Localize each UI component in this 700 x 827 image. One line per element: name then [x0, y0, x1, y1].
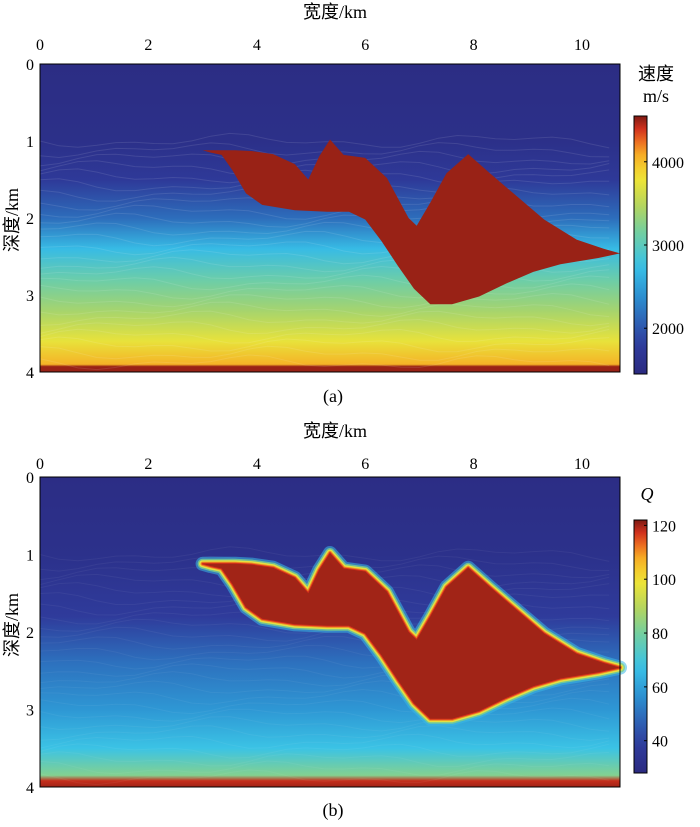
panel-a-x-tick-label: 8 [470, 37, 478, 54]
panel-a-caption: (a) [323, 386, 343, 407]
panel-a-x-tick-label: 0 [36, 37, 44, 54]
panel-b-plot [39, 476, 627, 788]
panel-a-layer-line [39, 345, 610, 361]
panel-a-layer-line [39, 274, 610, 291]
panel-a-layer-line [39, 132, 610, 149]
panel-b-xlabel: 宽度/km [303, 421, 367, 441]
panel-a-y-tick-label: 2 [26, 211, 34, 228]
panel-b-y-tick-label: 3 [26, 703, 34, 720]
panel-a-y-tick-label: 4 [26, 365, 34, 382]
panel-b-layer-line [39, 725, 610, 741]
panel-a-colorbar-unit: m/s [643, 86, 669, 106]
panel-a-layer-line [39, 354, 610, 371]
panel-b: 宽度/km 0 2 4 6 8 10 0 1 2 3 4 深度/km 40 60 80 100 120 Q… [2, 421, 676, 821]
panel-b-layer-line [39, 760, 610, 776]
panel-a-colorbar: 2000 3000 4000 [633, 115, 684, 375]
panel-a-plot [39, 63, 621, 373]
panel-a-layer-line [39, 310, 610, 327]
panel-b-y-tick-label: 4 [26, 780, 34, 797]
panel-b-colorbar-tick-label: 100 [652, 572, 676, 589]
panel-a-xlabel: 宽度/km [303, 2, 367, 22]
panel-a-x-tick-label: 4 [253, 37, 261, 54]
panel-a-layer-line [39, 301, 610, 318]
panel-b-salt-body [202, 553, 620, 719]
panel-b-colorbar-scale [633, 519, 648, 774]
panel-b-layer-line [39, 697, 610, 715]
panel-b-frame [39, 476, 621, 788]
panel-b-layer-line [39, 743, 610, 759]
panel-b-x-tick-label: 2 [144, 456, 152, 473]
panel-a-salt-body [202, 139, 620, 305]
panel-b-x-tick-label: 4 [253, 456, 261, 473]
panel-a-layer-line [39, 283, 610, 300]
panel-b-colorbar-tick-label: 40 [652, 734, 668, 751]
panel-b-colorbar-tick-label: 80 [652, 626, 668, 643]
panel-b-layer-line [39, 733, 610, 749]
panel-b-layer-line [39, 751, 610, 768]
panel-b-layer-line [39, 769, 610, 786]
panel-a: 宽度/km 0 2 4 6 8 10 0 1 2 3 4 深度/km 2000 3000 4000 速… [2, 2, 684, 407]
panel-a-y-tick-label: 1 [26, 134, 34, 151]
panel-a-colorbar-tick-label: 4000 [652, 155, 684, 172]
panel-a-colorbar-tick-label: 3000 [652, 238, 684, 255]
panel-b-colorbar-tick-label: 120 [652, 518, 676, 535]
panel-a-x-tick-label: 10 [574, 37, 590, 54]
panel-b-y-tick-label: 0 [26, 470, 34, 487]
panel-a-colorbar-label: 速度 [638, 64, 674, 84]
panel-b-y-tick-label: 2 [26, 625, 34, 642]
panel-a-x-tick-label: 2 [144, 37, 152, 54]
panel-b-colorbar-tick-label: 60 [652, 680, 668, 697]
panel-b-x-tick-label: 0 [36, 456, 44, 473]
panel-a-colorbar-tick-label: 2000 [652, 321, 684, 338]
panel-b-layer-line [39, 707, 610, 724]
panel-a-frame [39, 63, 621, 373]
panel-b-caption: (b) [323, 800, 344, 821]
panel-b-layer-line [39, 688, 610, 705]
panel-a-x-tick-label: 6 [361, 37, 369, 54]
panel-b-layer-line [39, 716, 610, 732]
panel-b-x-tick-label: 10 [574, 456, 590, 473]
panel-b-y-tick-label: 1 [26, 548, 34, 565]
panel-b-colorbar-label: Q [641, 484, 654, 504]
panel-a-x-ticks: 0 2 4 6 8 10 [36, 37, 590, 69]
panel-b-x-tick-label: 6 [361, 456, 369, 473]
panel-a-layer-line [39, 318, 610, 335]
panel-b-colorbar: 40 60 80 100 120 [633, 518, 676, 774]
panel-a-layer-line [39, 292, 610, 309]
panel-a-layer-line [39, 336, 610, 353]
panel-a-ylabel: 深度/km [2, 188, 22, 252]
panel-a-layer-line [39, 328, 610, 344]
panel-b-x-tick-label: 8 [470, 456, 478, 473]
panel-a-y-tick-label: 0 [26, 57, 34, 74]
panel-b-ylabel: 深度/km [2, 593, 22, 657]
panel-a-y-tick-label: 3 [26, 288, 34, 305]
